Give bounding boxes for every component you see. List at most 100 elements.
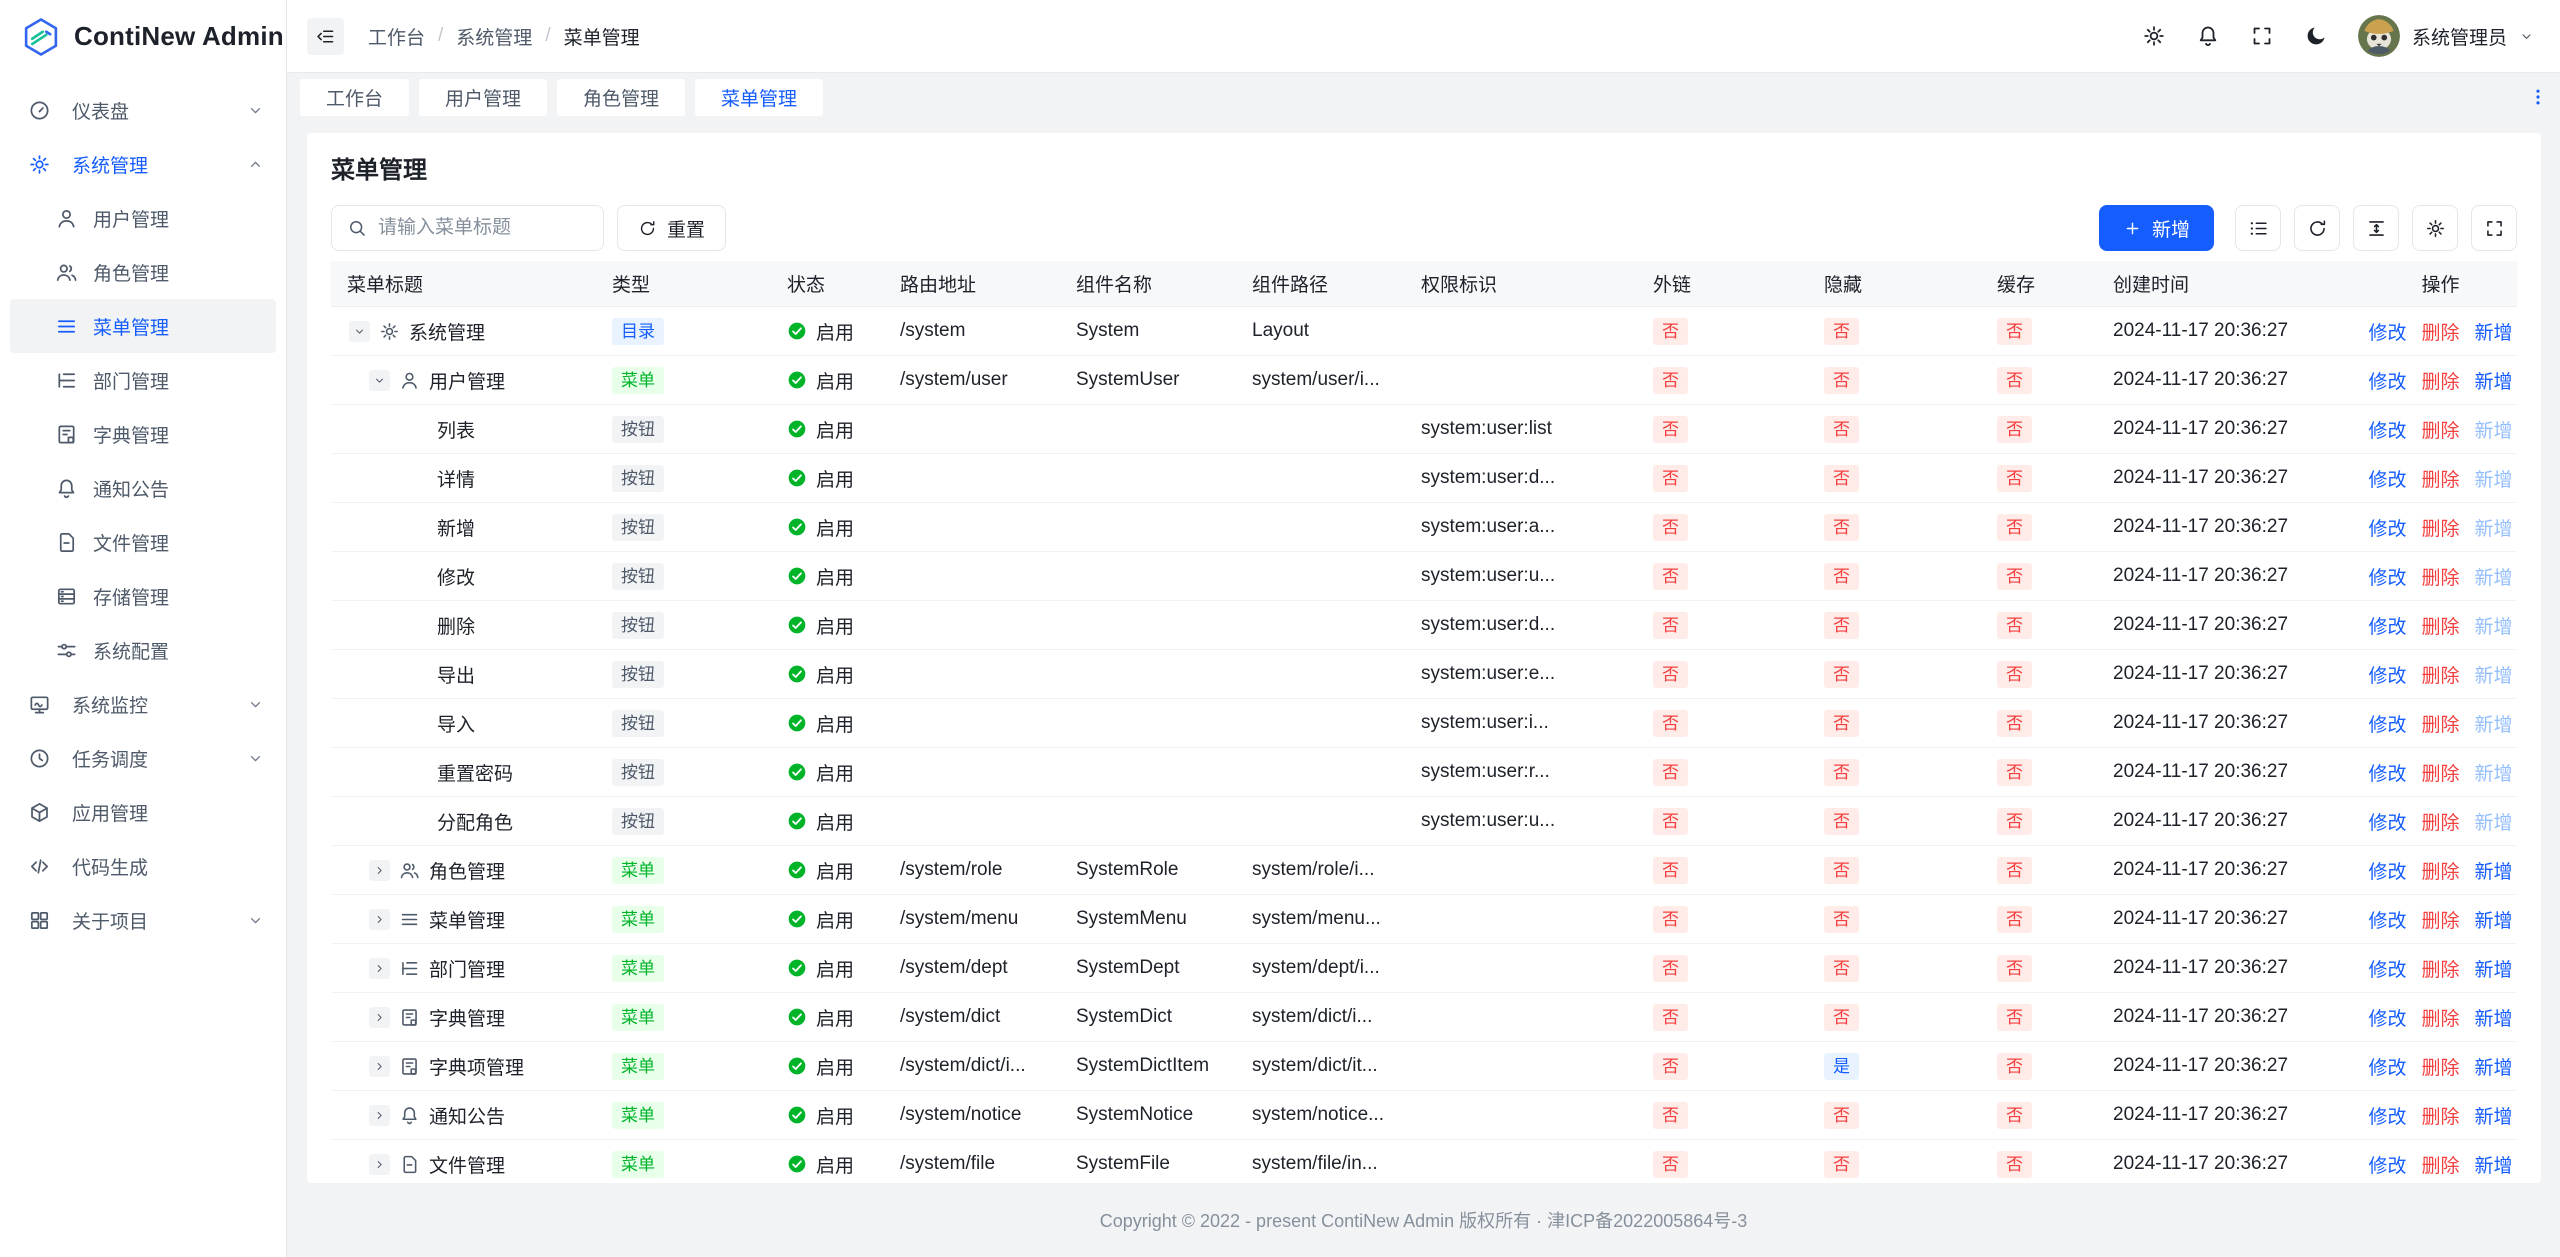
table-fullscreen-button[interactable] (2471, 205, 2517, 251)
add-link[interactable]: 新增 (2474, 420, 2513, 442)
delete-link[interactable]: 删除 (2421, 1155, 2460, 1177)
list-view-button[interactable] (2235, 205, 2281, 251)
sidebar-item-about-project[interactable]: 关于项目 (10, 893, 276, 947)
dark-mode-button[interactable] (2304, 24, 2328, 48)
add-link[interactable]: 新增 (2474, 714, 2513, 736)
sidebar-item-dept-management[interactable]: 部门管理 (10, 353, 276, 407)
add-button[interactable]: 新增 (2098, 205, 2214, 251)
edit-link[interactable]: 修改 (2368, 714, 2407, 736)
add-link[interactable]: 新增 (2474, 322, 2513, 344)
sidebar-item-storage-management[interactable]: 存储管理 (10, 569, 276, 623)
search-input[interactable] (378, 217, 588, 239)
edit-link[interactable]: 修改 (2368, 910, 2407, 932)
row-expand-toggle[interactable] (369, 1104, 390, 1126)
edit-link[interactable]: 修改 (2368, 1155, 2407, 1177)
sidebar-item-notice[interactable]: 通知公告 (10, 461, 276, 515)
row-expand-toggle[interactable] (369, 957, 390, 979)
breadcrumb-item[interactable]: 工作台 (368, 27, 426, 49)
edit-link[interactable]: 修改 (2368, 812, 2407, 834)
delete-link[interactable]: 删除 (2421, 616, 2460, 638)
add-link[interactable]: 新增 (2474, 861, 2513, 883)
tab-more-icon[interactable] (2528, 87, 2548, 107)
delete-link[interactable]: 删除 (2421, 420, 2460, 442)
column-settings-button[interactable] (2412, 205, 2458, 251)
add-link[interactable]: 新增 (2474, 469, 2513, 491)
row-expand-toggle[interactable] (369, 1055, 390, 1077)
sidebar-item-code-generation[interactable]: 代码生成 (10, 839, 276, 893)
sidebar-item-role-management[interactable]: 角色管理 (10, 245, 276, 299)
breadcrumb-item[interactable]: 菜单管理 (563, 27, 640, 49)
breadcrumb-item[interactable]: 系统管理 (456, 27, 533, 49)
add-link[interactable]: 新增 (2474, 371, 2513, 393)
edit-link[interactable]: 修改 (2368, 1057, 2407, 1079)
edit-link[interactable]: 修改 (2368, 616, 2407, 638)
sidebar-item-dashboard[interactable]: 仪表盘 (10, 83, 276, 137)
sidebar-item-app-management[interactable]: 应用管理 (10, 785, 276, 839)
edit-link[interactable]: 修改 (2368, 959, 2407, 981)
add-link[interactable]: 新增 (2474, 910, 2513, 932)
row-expand-toggle[interactable] (369, 1153, 390, 1175)
refresh-button[interactable] (2294, 205, 2340, 251)
delete-link[interactable]: 删除 (2421, 1008, 2460, 1030)
sidebar-item-system-config[interactable]: 系统配置 (10, 623, 276, 677)
delete-link[interactable]: 删除 (2421, 567, 2460, 589)
row-expand-toggle[interactable] (369, 908, 390, 930)
edit-link[interactable]: 修改 (2368, 665, 2407, 687)
delete-link[interactable]: 删除 (2421, 1106, 2460, 1128)
sidebar-item-menu-management[interactable]: 菜单管理 (10, 299, 276, 353)
sidebar-item-system-monitor[interactable]: 系统监控 (10, 677, 276, 731)
add-link[interactable]: 新增 (2474, 665, 2513, 687)
sidebar-item-system-management[interactable]: 系统管理 (10, 137, 276, 191)
sidebar-item-dict-management[interactable]: 字典管理 (10, 407, 276, 461)
edit-link[interactable]: 修改 (2368, 420, 2407, 442)
edit-link[interactable]: 修改 (2368, 763, 2407, 785)
delete-link[interactable]: 删除 (2421, 371, 2460, 393)
add-link[interactable]: 新增 (2474, 616, 2513, 638)
delete-link[interactable]: 删除 (2421, 910, 2460, 932)
reset-button[interactable]: 重置 (617, 205, 727, 251)
add-link[interactable]: 新增 (2474, 1057, 2513, 1079)
add-link[interactable]: 新增 (2474, 959, 2513, 981)
tab-workspace[interactable]: 工作台 (300, 78, 410, 116)
edit-link[interactable]: 修改 (2368, 567, 2407, 589)
add-link[interactable]: 新增 (2474, 518, 2513, 540)
add-link[interactable]: 新增 (2474, 812, 2513, 834)
sidebar-item-user-management[interactable]: 用户管理 (10, 191, 276, 245)
row-expand-toggle[interactable] (369, 1006, 390, 1028)
edit-link[interactable]: 修改 (2368, 469, 2407, 491)
row-height-button[interactable] (2353, 205, 2399, 251)
delete-link[interactable]: 删除 (2421, 861, 2460, 883)
sidebar-item-file-management[interactable]: 文件管理 (10, 515, 276, 569)
delete-link[interactable]: 删除 (2421, 518, 2460, 540)
delete-link[interactable]: 删除 (2421, 1057, 2460, 1079)
notifications-button[interactable] (2196, 24, 2220, 48)
settings-button[interactable] (2142, 24, 2166, 48)
tab-role-management[interactable]: 角色管理 (557, 78, 686, 116)
edit-link[interactable]: 修改 (2368, 1008, 2407, 1030)
add-link[interactable]: 新增 (2474, 1106, 2513, 1128)
edit-link[interactable]: 修改 (2368, 518, 2407, 540)
delete-link[interactable]: 删除 (2421, 763, 2460, 785)
tab-menu-management[interactable]: 菜单管理 (695, 78, 824, 116)
delete-link[interactable]: 删除 (2421, 469, 2460, 491)
tab-user-management[interactable]: 用户管理 (419, 78, 548, 116)
fullscreen-button[interactable] (2250, 24, 2274, 48)
row-expand-toggle[interactable] (369, 369, 390, 391)
edit-link[interactable]: 修改 (2368, 371, 2407, 393)
delete-link[interactable]: 删除 (2421, 812, 2460, 834)
sidebar-collapse-button[interactable] (307, 17, 344, 55)
user-menu[interactable]: 系统管理员 (2357, 15, 2534, 57)
edit-link[interactable]: 修改 (2368, 322, 2407, 344)
add-link[interactable]: 新增 (2474, 1008, 2513, 1030)
add-link[interactable]: 新增 (2474, 763, 2513, 785)
delete-link[interactable]: 删除 (2421, 959, 2460, 981)
row-expand-toggle[interactable] (369, 859, 390, 881)
add-link[interactable]: 新增 (2474, 1155, 2513, 1177)
row-expand-toggle[interactable] (349, 320, 370, 342)
delete-link[interactable]: 删除 (2421, 665, 2460, 687)
delete-link[interactable]: 删除 (2421, 714, 2460, 736)
add-link[interactable]: 新增 (2474, 567, 2513, 589)
edit-link[interactable]: 修改 (2368, 1106, 2407, 1128)
edit-link[interactable]: 修改 (2368, 861, 2407, 883)
delete-link[interactable]: 删除 (2421, 322, 2460, 344)
